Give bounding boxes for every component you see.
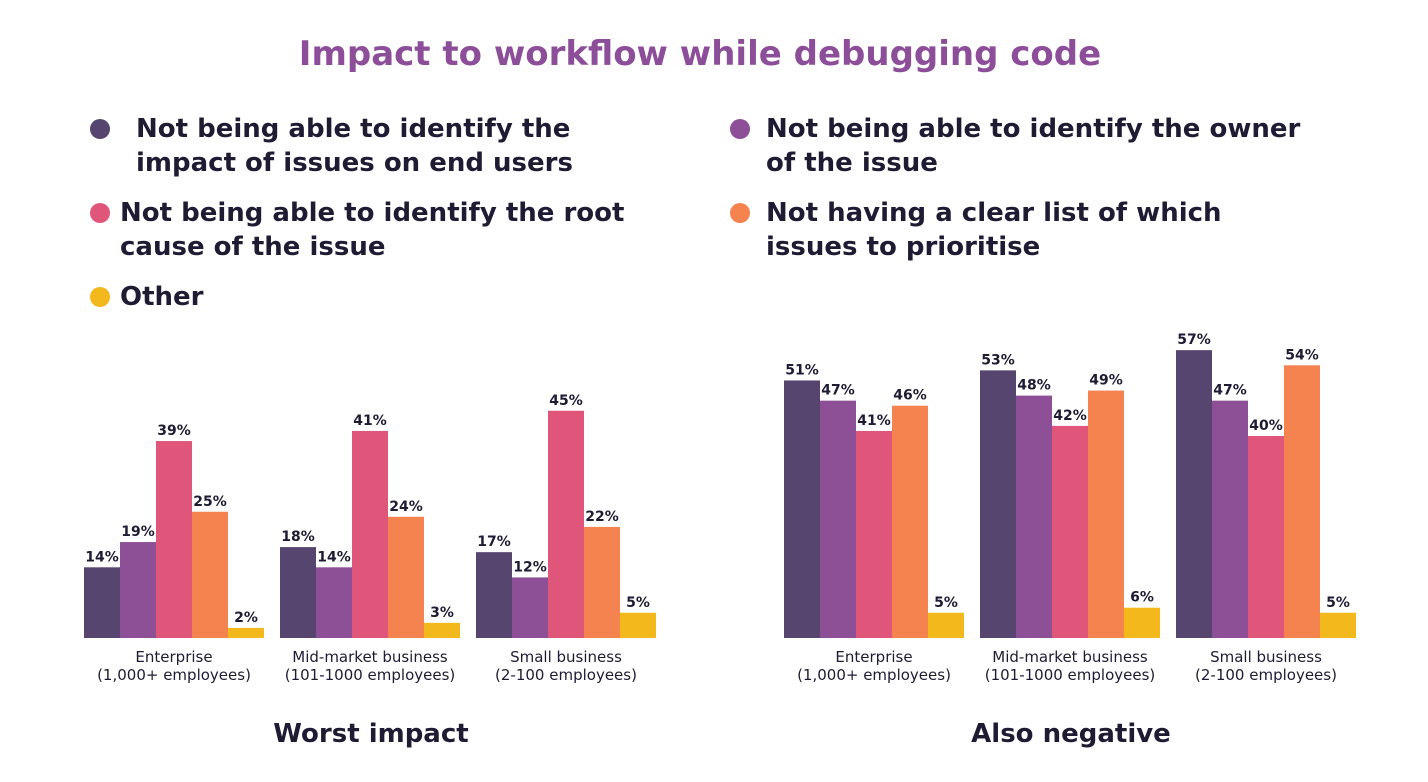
bar-root-cause [156, 441, 192, 638]
bar-other [1124, 607, 1160, 638]
category-label: (2-100 employees) [1195, 666, 1337, 684]
bar-other [620, 612, 656, 638]
bar-value-label: 39% [157, 423, 191, 439]
legend-label-other: Other [120, 282, 204, 312]
legend-label-prioritise: Not having a clear list of which issues … [766, 198, 1222, 262]
bar-root-cause [1052, 425, 1088, 638]
category-label: Small business [510, 648, 622, 666]
legend-swatch-prioritise [730, 203, 750, 223]
bar-root-cause [856, 430, 892, 638]
bar-value-label: 40% [1249, 418, 1283, 434]
legend-swatch-other [90, 287, 110, 307]
bar-impact [476, 552, 512, 638]
bar-impact [84, 567, 120, 638]
bar-owner [820, 400, 856, 638]
bar-value-label: 14% [85, 549, 119, 565]
bar-value-label: 41% [353, 413, 387, 429]
bar-prioritise [584, 526, 620, 638]
bar-value-label: 42% [1053, 408, 1087, 424]
legend-swatch-impact [90, 119, 110, 139]
category-label: Enterprise [835, 648, 912, 666]
category-label: Enterprise [135, 648, 212, 666]
bar-value-label: 5% [934, 595, 958, 611]
bar-root-cause [352, 430, 388, 638]
bar-value-label: 53% [981, 352, 1015, 368]
bar-impact [980, 370, 1016, 638]
legend-label-owner: Not being able to identify the owner of … [766, 114, 1301, 178]
bar-value-label: 51% [785, 362, 819, 378]
bar-prioritise [1088, 390, 1124, 638]
bar-owner [120, 542, 156, 638]
bar-value-label: 41% [857, 413, 891, 429]
bar-value-label: 5% [626, 595, 650, 611]
bar-prioritise [892, 405, 928, 638]
bar-other [424, 622, 460, 638]
bar-value-label: 54% [1285, 347, 1319, 363]
bar-owner [1016, 395, 1052, 638]
category-label: (101-1000 employees) [985, 666, 1156, 684]
bar-impact [280, 547, 316, 638]
legend-item-prioritise: Not having a clear list of which issues … [730, 196, 1310, 264]
legend-item-owner: Not being able to identify the owner of … [730, 112, 1310, 180]
category-label: Small business [1210, 648, 1322, 666]
category-label: (101-1000 employees) [285, 666, 456, 684]
bar-value-label: 19% [121, 524, 155, 540]
bar-value-label: 57% [1177, 332, 1211, 348]
bar-value-label: 5% [1326, 595, 1350, 611]
bar-value-label: 2% [234, 610, 258, 626]
bar-value-label: 25% [193, 494, 227, 510]
bar-other [228, 627, 264, 638]
bar-value-label: 3% [430, 605, 454, 621]
bar-impact [784, 380, 820, 638]
bar-owner [316, 567, 352, 638]
bar-impact [1176, 350, 1212, 638]
category-label: Mid-market business [292, 648, 448, 666]
bar-root-cause [1248, 436, 1284, 638]
bar-value-label: 47% [1213, 383, 1247, 399]
bar-other [1320, 612, 1356, 638]
bar-value-label: 6% [1130, 590, 1154, 606]
bar-prioritise [192, 511, 228, 638]
bar-value-label: 48% [1017, 378, 1051, 394]
panel-title: Worst impact [273, 719, 468, 749]
panel-title: Also negative [971, 719, 1171, 749]
bar-value-label: 18% [281, 529, 315, 545]
bar-prioritise [388, 516, 424, 638]
bar-value-label: 49% [1089, 373, 1123, 389]
bar-owner [1212, 400, 1248, 638]
legend-item-impact: Not being able to identify the impact of… [90, 112, 650, 180]
legend-swatch-owner [730, 119, 750, 139]
legend-item-root-cause: Not being able to identify the root caus… [90, 196, 690, 264]
bar-value-label: 46% [893, 388, 927, 404]
bar-value-label: 12% [513, 559, 547, 575]
bar-value-label: 14% [317, 549, 351, 565]
category-label: (1,000+ employees) [97, 666, 251, 684]
legend-item-other: Other [90, 280, 490, 314]
bar-prioritise [1284, 365, 1320, 638]
bar-other [928, 612, 964, 638]
bar-value-label: 47% [821, 383, 855, 399]
legend-swatch-root-cause [90, 203, 110, 223]
bar-owner [512, 577, 548, 638]
bar-value-label: 24% [389, 499, 423, 515]
category-label: (2-100 employees) [495, 666, 637, 684]
bar-value-label: 22% [585, 509, 619, 525]
legend-label-impact: Not being able to identify the impact of… [136, 114, 573, 178]
category-label: Mid-market business [992, 648, 1148, 666]
bar-value-label: 17% [477, 534, 511, 550]
bar-value-label: 45% [549, 393, 583, 409]
category-label: (1,000+ employees) [797, 666, 951, 684]
chart-title: Impact to workflow while debugging code [298, 34, 1102, 74]
bar-root-cause [548, 410, 584, 638]
legend-label-root-cause: Not being able to identify the root caus… [120, 198, 625, 262]
